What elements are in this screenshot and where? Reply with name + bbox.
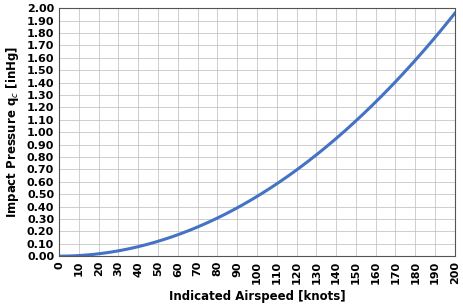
Y-axis label: Impact Pressure q$_c$ [inHg]: Impact Pressure q$_c$ [inHg] [4, 46, 21, 218]
X-axis label: Indicated Airspeed [knots]: Indicated Airspeed [knots] [168, 290, 344, 303]
